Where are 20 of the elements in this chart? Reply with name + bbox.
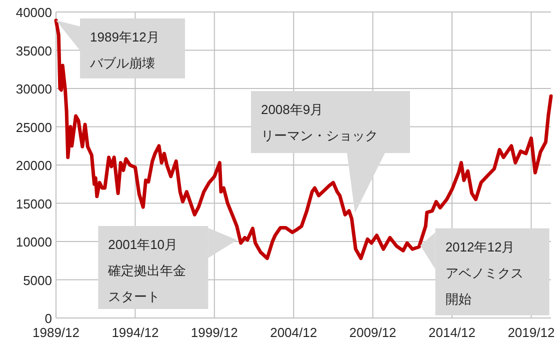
annotation: 2008年9月リーマン・ショック — [260, 102, 378, 144]
annotation: 1989年12月バブル崩壊 — [89, 29, 160, 70]
x-tick-label: 2009/12 — [349, 325, 396, 340]
annotation: 2001年10月確定拠出年金スタート — [107, 236, 186, 304]
x-tick-label: 1989/12 — [32, 325, 80, 340]
x-tick-label: 1999/12 — [190, 325, 238, 340]
x-tick-label: 2014/12 — [428, 325, 476, 340]
x-tick-label: 2004/12 — [270, 325, 318, 340]
annotation: 2012年12月アベノミクス開始 — [445, 239, 524, 306]
y-tick-label: 20000 — [16, 158, 52, 173]
x-tick-label: 2019/12 — [508, 325, 555, 340]
x-tick-label: 1994/12 — [112, 325, 159, 340]
y-tick-label: 35000 — [16, 43, 52, 58]
y-tick-label: 15000 — [16, 196, 52, 212]
y-tick-label: 25000 — [16, 120, 52, 135]
y-tick-label: 5000 — [23, 272, 52, 288]
y-tick-label: 40000 — [16, 5, 52, 20]
y-tick-label: 0 — [44, 311, 52, 326]
y-tick-label: 30000 — [16, 82, 52, 96]
y-tick-label: 10000 — [16, 234, 52, 250]
